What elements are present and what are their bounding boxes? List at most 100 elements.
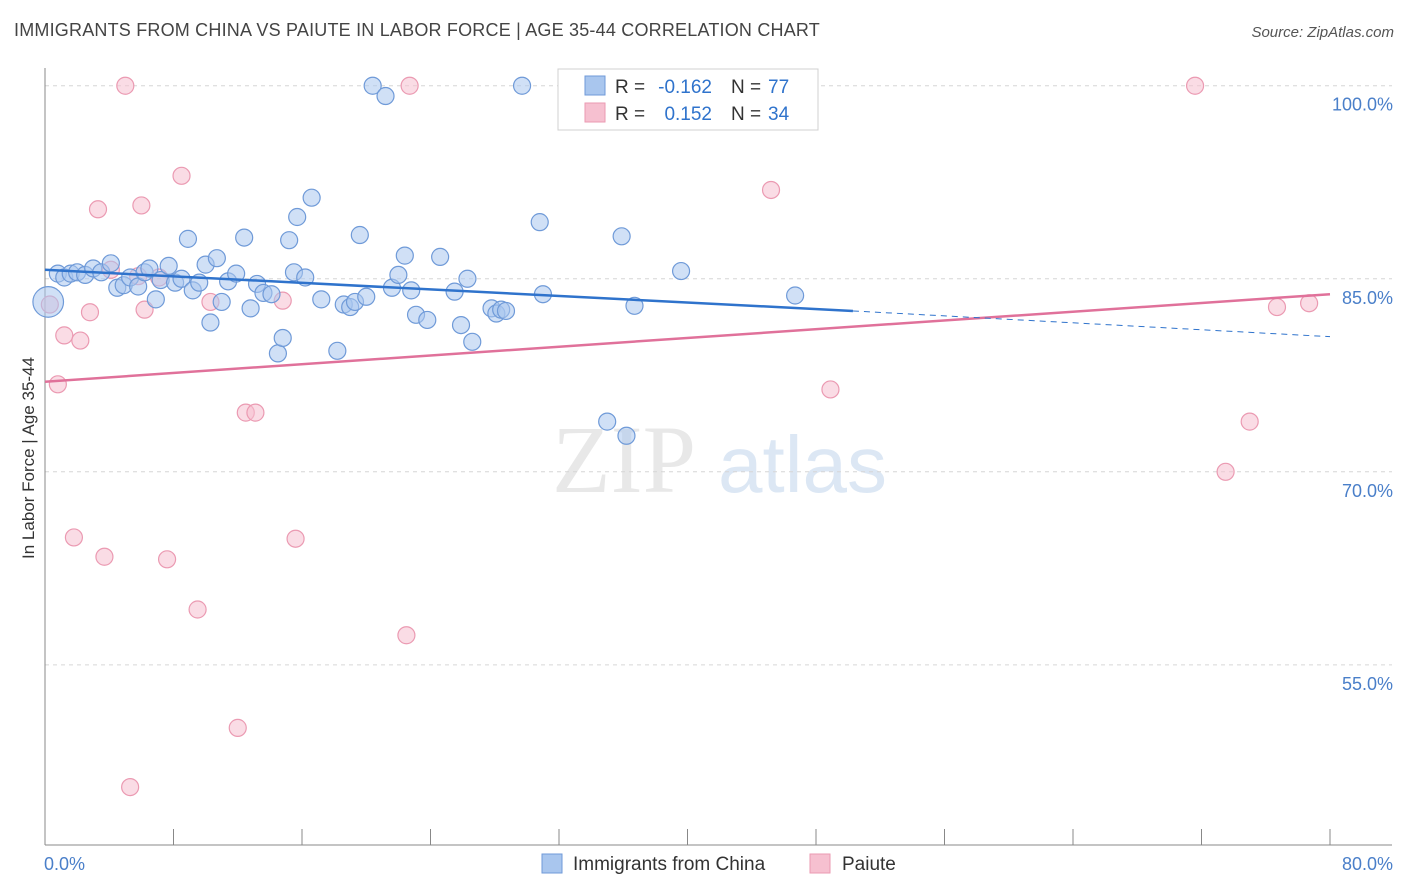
china-point — [451, 315, 471, 335]
china-point — [288, 207, 307, 227]
china-point — [207, 249, 226, 268]
legend-swatch-china — [584, 75, 606, 96]
china-point — [159, 256, 178, 276]
china-point — [212, 292, 231, 312]
china-point — [280, 231, 299, 250]
paiute-point — [64, 528, 84, 547]
paiute-point — [116, 76, 135, 95]
china-point — [241, 299, 260, 318]
paiute-point — [400, 76, 419, 95]
china-point — [389, 265, 408, 285]
china-point — [350, 225, 369, 245]
paiute-point — [48, 375, 67, 394]
y-tick-label: 55.0% — [1342, 674, 1393, 694]
china-point — [32, 286, 65, 318]
gridlines — [45, 85, 1392, 666]
china-point — [598, 412, 617, 431]
source-credit: Source: ZipAtlas.com — [1251, 24, 1394, 41]
china-point — [512, 76, 532, 95]
trend-lines — [44, 268, 1331, 383]
paiute-point — [286, 529, 305, 548]
paiute-trend-line — [44, 292, 1331, 383]
paiute-point — [1216, 462, 1235, 481]
china-point — [786, 286, 805, 305]
china-point — [357, 287, 376, 306]
china-point — [395, 246, 414, 265]
china-point — [101, 254, 120, 273]
china-point — [418, 310, 437, 330]
paiute-point — [246, 403, 265, 422]
china-point — [227, 264, 246, 283]
china-point — [140, 259, 159, 278]
paiute-point — [228, 718, 247, 737]
legend-paiute-r-value: 0.152 — [664, 104, 712, 125]
bottom-legend-paiute: Paiute — [842, 854, 896, 875]
axes — [44, 68, 1392, 846]
bottom-legend-swatch-paiute — [809, 853, 831, 874]
x-tick-label: 0.0% — [44, 854, 85, 874]
legend-china-n-value: 77 — [768, 77, 789, 98]
paiute-point — [95, 547, 114, 566]
paiute-point — [1185, 76, 1205, 95]
series-legend: Immigrants from China Paiute — [541, 853, 896, 875]
paiute-point — [80, 303, 100, 322]
legend-paiute-n-label: N = — [731, 104, 761, 125]
china-point — [671, 261, 691, 281]
watermark-zip: ZIP — [552, 406, 696, 513]
china-point — [178, 229, 198, 248]
paiute-point — [88, 200, 108, 219]
chart-title: IMMIGRANTS FROM CHINA VS PAIUTE IN LABOR… — [14, 20, 821, 40]
paiute-point — [157, 550, 177, 569]
watermark-atlas: atlas — [718, 420, 887, 509]
china-point — [146, 290, 165, 309]
china-point — [363, 76, 382, 95]
china-point — [302, 188, 321, 207]
china-point — [402, 281, 421, 300]
china-point — [312, 290, 331, 309]
paiute-point — [188, 600, 207, 619]
legend-swatch-paiute — [584, 102, 606, 123]
y-tick-label: 100.0% — [1332, 95, 1393, 115]
bottom-legend-china: Immigrants from China — [573, 854, 766, 875]
china-point — [625, 296, 644, 315]
china-point — [268, 344, 288, 363]
legend-china-r-label: R = — [615, 77, 645, 98]
paiute-point — [135, 300, 154, 319]
china-point — [463, 332, 482, 351]
paiute-point — [397, 626, 416, 645]
china-point — [617, 426, 636, 445]
china-point — [328, 341, 347, 360]
legend-paiute-n-value: 34 — [768, 104, 790, 125]
paiute-point — [55, 326, 74, 345]
paiute-point — [1240, 412, 1259, 431]
china-point — [235, 228, 254, 247]
china-point — [496, 301, 516, 321]
paiute-point — [821, 380, 840, 399]
china-point — [201, 313, 220, 332]
tick-labels: 100.0% 85.0% 70.0% 55.0% 0.0% 80.0% — [44, 95, 1393, 874]
china-point — [273, 328, 292, 348]
x-tick-label: 80.0% — [1342, 854, 1393, 874]
legend-china-n-label: N = — [731, 77, 761, 98]
china-point — [530, 213, 549, 232]
china-point — [172, 269, 191, 288]
y-tick-label: 85.0% — [1342, 288, 1393, 308]
paiute-point — [761, 180, 781, 200]
china-point — [612, 227, 631, 246]
legend-china-r-value: -0.162 — [658, 77, 712, 98]
china-trend-extension — [852, 310, 1331, 338]
china-points — [32, 76, 805, 445]
y-tick-label: 70.0% — [1342, 481, 1393, 501]
china-point — [431, 247, 450, 266]
china-trend-line — [44, 268, 854, 313]
bottom-legend-swatch-china — [541, 853, 563, 874]
china-point — [262, 285, 281, 304]
paiute-point — [132, 196, 151, 215]
paiute-point — [121, 777, 140, 797]
y-axis-title: In Labor Force | Age 35-44 — [19, 357, 38, 559]
correlation-legend: R = -0.162 N = 77 R = 0.152 N = 34 — [557, 68, 819, 131]
paiute-point — [1267, 297, 1287, 317]
paiute-point — [172, 166, 191, 185]
china-point — [376, 86, 395, 106]
